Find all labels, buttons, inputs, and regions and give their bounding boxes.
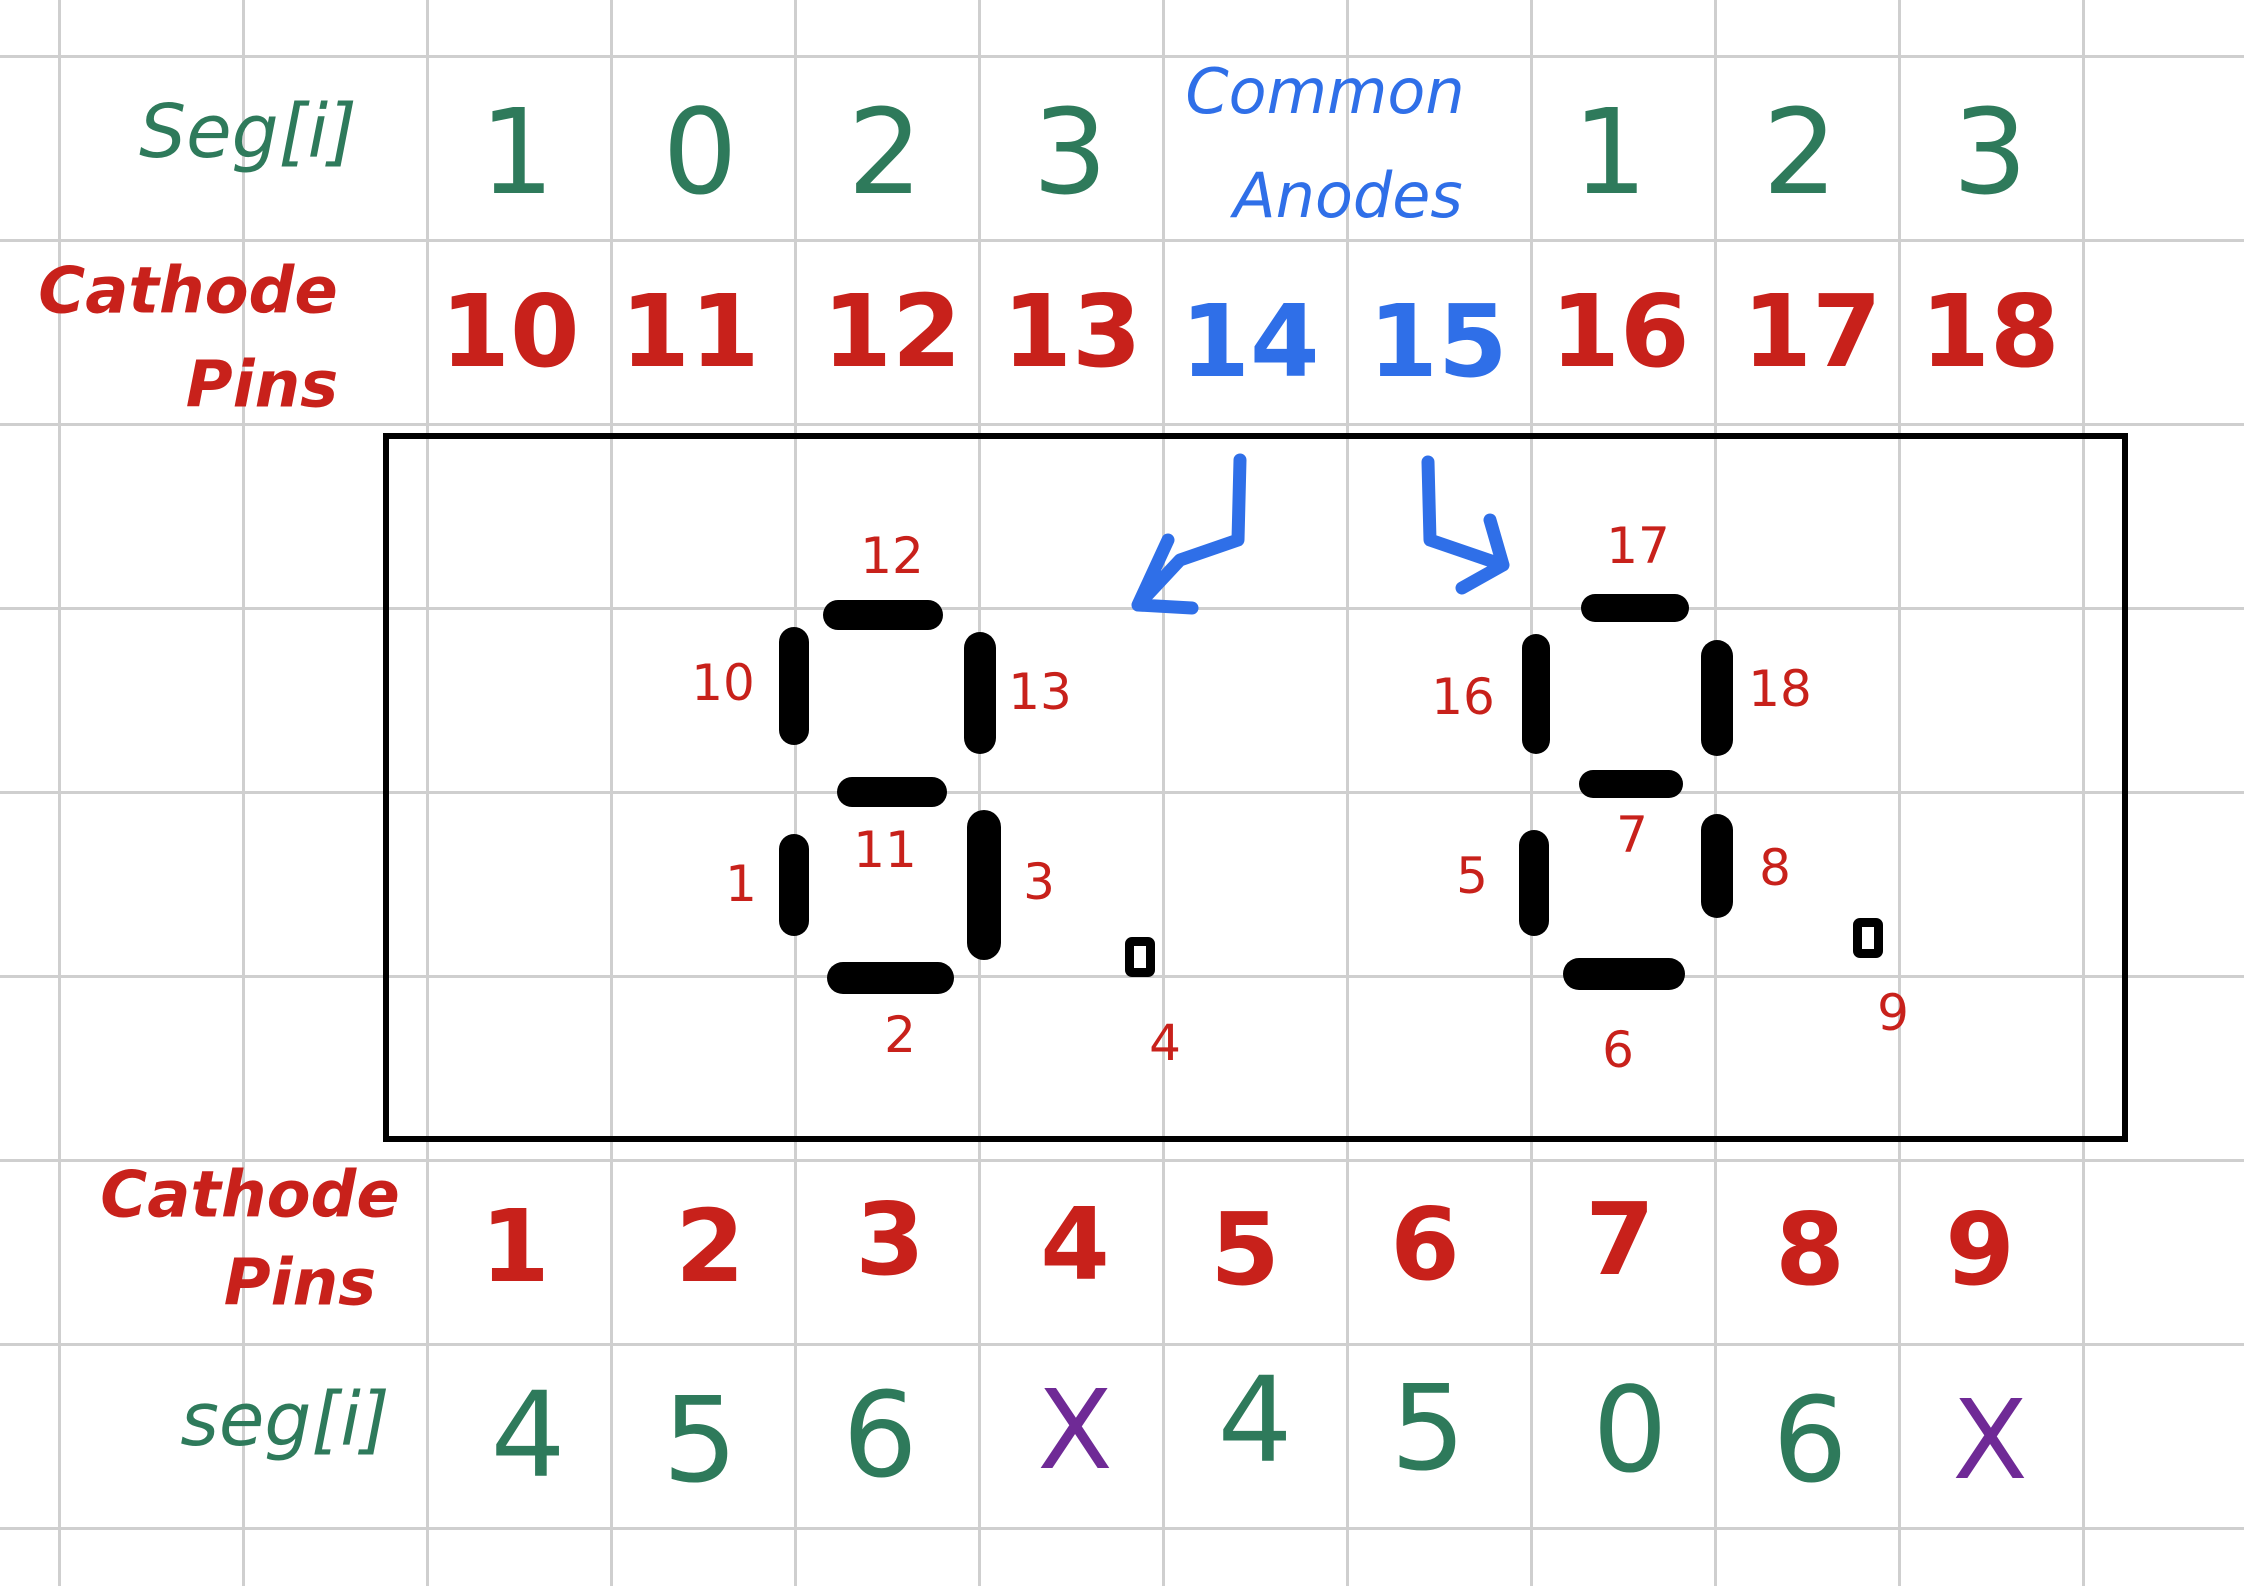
right-digit-label-upper-left: 16 bbox=[1431, 668, 1495, 726]
top-pin: 16 bbox=[1550, 273, 1690, 390]
right-digit-segment-lower-left bbox=[1519, 830, 1549, 936]
left-digit-label-upper-right: 13 bbox=[1008, 663, 1072, 721]
top-seg-value: 0 bbox=[662, 83, 738, 221]
top-pin-anode: 15 bbox=[1368, 283, 1508, 400]
bottom-seg-value: 5 bbox=[1390, 1359, 1466, 1497]
left-digit-segment-upper-left bbox=[779, 627, 809, 745]
left-digit-segment-top bbox=[823, 600, 943, 630]
right-digit-label-dp: 9 bbox=[1877, 984, 1909, 1042]
top-seg-value: 1 bbox=[1572, 83, 1648, 221]
left-digit-segment-middle bbox=[837, 777, 947, 807]
bottom-pin: 6 bbox=[1390, 1186, 1460, 1303]
left-digit-label-lower-left: 1 bbox=[725, 855, 757, 913]
bottom-pin: 5 bbox=[1210, 1191, 1280, 1308]
left-digit-label-bottom: 2 bbox=[884, 1006, 916, 1064]
bottom-seg-label: seg[i] bbox=[180, 1377, 390, 1463]
bottom-seg-value: 0 bbox=[1592, 1361, 1668, 1499]
left-digit-label-top: 12 bbox=[860, 527, 924, 585]
bottom-pin: 4 bbox=[1040, 1186, 1110, 1303]
right-digit-label-lower-right: 8 bbox=[1759, 839, 1791, 897]
top-seg-label: Seg[i] bbox=[139, 89, 357, 175]
right-digit-segment-upper-left bbox=[1522, 634, 1550, 754]
left-digit-segment-bottom bbox=[827, 962, 954, 994]
right-digit-segment-top bbox=[1581, 594, 1689, 622]
top-seg-value: 2 bbox=[847, 83, 923, 221]
bottom-seg-value-unused: X bbox=[1037, 1366, 1113, 1494]
top-pin: 10 bbox=[440, 273, 580, 390]
top-pin: 11 bbox=[620, 273, 760, 390]
right-digit-segment-lower-right bbox=[1701, 814, 1733, 918]
bottom-pin: 1 bbox=[480, 1188, 550, 1305]
top-pin: 17 bbox=[1742, 273, 1882, 390]
left-digit-segment-lower-left bbox=[779, 834, 809, 936]
left-digit-label-upper-left: 10 bbox=[691, 654, 755, 712]
right-digit-segment-bottom bbox=[1563, 958, 1685, 990]
left-digit-label-middle: 11 bbox=[853, 821, 917, 879]
bottom-pin: 8 bbox=[1775, 1191, 1845, 1308]
bottom-seg-value: 5 bbox=[662, 1371, 738, 1509]
left-digit-segment-lower-right bbox=[967, 810, 1001, 960]
right-digit-label-upper-right: 18 bbox=[1748, 660, 1812, 718]
left-digit-segment-upper-right bbox=[964, 632, 996, 754]
bottom-pin: 9 bbox=[1945, 1191, 2015, 1308]
top-pin-anode: 14 bbox=[1180, 283, 1320, 400]
bottom-cathode-label-line2: Pins bbox=[223, 1246, 377, 1321]
right-digit-segment-upper-right bbox=[1701, 640, 1733, 756]
left-digit-decimal-point bbox=[1125, 937, 1155, 977]
left-digit-label-lower-right: 3 bbox=[1023, 853, 1055, 911]
left-anode-arrow-icon bbox=[1131, 453, 1247, 615]
bottom-pin: 3 bbox=[855, 1181, 925, 1298]
common-anodes-label-line2: Anodes bbox=[1233, 159, 1463, 232]
bottom-pin: 7 bbox=[1585, 1181, 1655, 1298]
top-pin: 18 bbox=[1920, 273, 2060, 390]
right-anode-arrow-icon bbox=[1421, 455, 1510, 595]
top-seg-value: 3 bbox=[1032, 83, 1108, 221]
display-board bbox=[383, 433, 2128, 1142]
bottom-pin: 2 bbox=[675, 1188, 745, 1305]
right-digit-label-top: 17 bbox=[1606, 517, 1670, 575]
top-cathode-label-line1: Cathode bbox=[38, 254, 338, 329]
top-seg-value: 1 bbox=[479, 83, 555, 221]
right-digit-segment-middle bbox=[1579, 770, 1683, 798]
left-digit-label-dp: 4 bbox=[1149, 1014, 1181, 1072]
right-digit-label-bottom: 6 bbox=[1602, 1021, 1634, 1079]
right-digit-label-middle: 7 bbox=[1616, 806, 1648, 864]
bottom-seg-value: 4 bbox=[490, 1366, 566, 1504]
bottom-seg-value-unused: X bbox=[1952, 1376, 2028, 1504]
top-seg-value: 3 bbox=[1952, 83, 2028, 221]
common-anodes-label-line1: Common bbox=[1185, 55, 1465, 128]
top-pin: 13 bbox=[1002, 273, 1142, 390]
bottom-seg-value: 4 bbox=[1217, 1351, 1293, 1489]
bottom-cathode-label-line1: Cathode bbox=[100, 1158, 400, 1233]
right-digit-decimal-point bbox=[1853, 918, 1883, 958]
bottom-seg-value: 6 bbox=[842, 1366, 918, 1504]
top-cathode-label-line2: Pins bbox=[185, 348, 339, 423]
right-digit-label-lower-left: 5 bbox=[1456, 847, 1488, 905]
bottom-seg-value: 6 bbox=[1772, 1371, 1848, 1509]
top-pin: 12 bbox=[822, 273, 962, 390]
top-seg-value: 2 bbox=[1762, 83, 1838, 221]
